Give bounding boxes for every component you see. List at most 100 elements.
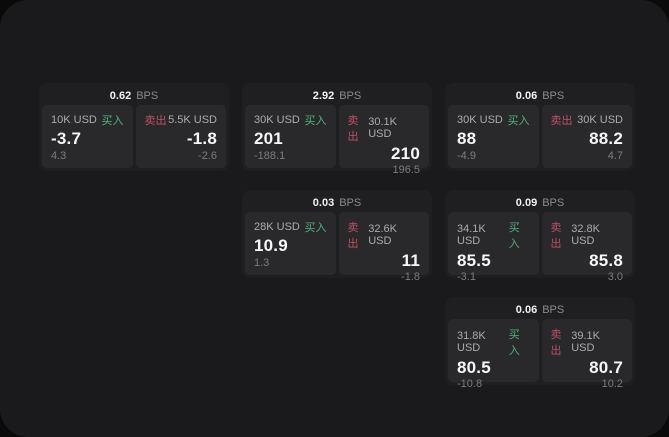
sell-tile-header: 卖出 32.6K USD	[348, 219, 421, 251]
sell-price-value: 210	[391, 144, 420, 163]
sell-notional-label: 5.5K USD	[168, 114, 217, 126]
buy-delta-value: 4.3	[51, 150, 67, 162]
bps-value: 0.09	[515, 196, 538, 209]
buy-price-value: -3.7	[51, 129, 82, 148]
buy-delta-value: -10.8	[457, 378, 483, 390]
buy-tile[interactable]: 30K USD 买入 201 -188.1	[245, 105, 336, 168]
buy-tile-header: 30K USD 买入	[254, 112, 327, 128]
quote-card: 2.92 BPS 30K USD 买入 201 -188.1 卖出 30.1K …	[242, 83, 432, 176]
sell-tile[interactable]: 卖出 32.8K USD 85.8 3.0	[541, 212, 632, 283]
sell-delta-value: 3.0	[607, 271, 623, 283]
sell-side-label: 卖出	[550, 222, 562, 250]
buy-notional-label: 30K USD	[457, 114, 503, 126]
bps-unit-label: BPS	[339, 89, 362, 102]
sell-side-label: 卖出	[144, 115, 167, 127]
buy-side-label: 买入	[507, 115, 530, 127]
buy-tile[interactable]: 10K USD 买入 -3.7 4.3	[42, 105, 133, 168]
sell-tile-header: 卖出 32.8K USD	[551, 219, 624, 251]
sell-tile[interactable]: 卖出 30K USD 88.2 4.7	[541, 105, 632, 168]
buy-price-value: 88	[457, 129, 477, 148]
buy-side-label: 买入	[508, 329, 520, 357]
sell-price-value: 88.2	[589, 129, 623, 148]
buy-tile[interactable]: 34.1K USD 买入 85.5 -3.1	[448, 212, 539, 283]
buy-price-value: 10.9	[254, 236, 288, 255]
sell-tile[interactable]: 卖出 32.6K USD 11 -1.8	[338, 212, 429, 283]
sell-tile[interactable]: 卖出 39.1K USD 80.7 10.2	[541, 319, 632, 390]
bps-unit-label: BPS	[542, 89, 565, 102]
buy-side-label: 买入	[508, 222, 520, 250]
bps-value: 0.62	[109, 89, 132, 102]
sell-notional-label: 39.1K USD	[571, 330, 600, 354]
quote-tiles: 34.1K USD 买入 85.5 -3.1 卖出 32.8K USD 85.8…	[448, 212, 632, 283]
card-bps-header: 0.06 BPS	[448, 300, 632, 319]
quote-tiles: 31.8K USD 买入 80.5 -10.8 卖出 39.1K USD 80.…	[448, 319, 632, 390]
quote-tiles: 30K USD 买入 201 -188.1 卖出 30.1K USD 210 1…	[245, 105, 429, 176]
sell-price-value: 80.7	[589, 358, 623, 377]
sell-notional-label: 32.6K USD	[368, 223, 397, 247]
sell-side-label: 卖出	[550, 329, 562, 357]
buy-tile[interactable]: 30K USD 买入 88 -4.9	[448, 105, 539, 168]
buy-notional-label: 30K USD	[254, 114, 300, 126]
sell-delta-value: -2.6	[198, 150, 217, 162]
quote-card: 0.03 BPS 28K USD 买入 10.9 1.3 卖出 32.6K US…	[242, 190, 432, 283]
sell-tile-header: 卖出 30K USD	[551, 112, 624, 128]
buy-price-value: 80.5	[457, 358, 491, 377]
sell-delta-value: -1.8	[401, 271, 420, 283]
buy-delta-value: -4.9	[457, 150, 476, 162]
sell-side-label: 卖出	[550, 115, 573, 127]
quote-card: 0.62 BPS 10K USD 买入 -3.7 4.3 卖出 5.5K USD…	[39, 83, 229, 171]
sell-delta-value: 196.5	[392, 164, 420, 176]
quote-tiles: 10K USD 买入 -3.7 4.3 卖出 5.5K USD -1.8 -2.…	[42, 105, 226, 168]
buy-notional-label: 10K USD	[51, 114, 97, 126]
bps-value: 0.06	[515, 89, 538, 102]
quote-card: 0.06 BPS 31.8K USD 买入 80.5 -10.8 卖出 39.1…	[445, 297, 635, 390]
sell-notional-label: 30.1K USD	[368, 116, 397, 140]
buy-tile-header: 30K USD 买入	[457, 112, 530, 128]
bps-unit-label: BPS	[542, 303, 565, 316]
buy-tile-header: 28K USD 买入	[254, 219, 327, 235]
card-bps-header: 0.62 BPS	[42, 86, 226, 105]
buy-notional-label: 34.1K USD	[457, 223, 486, 247]
card-bps-header: 0.03 BPS	[245, 193, 429, 212]
bps-value: 2.92	[312, 89, 335, 102]
sell-notional-label: 32.8K USD	[571, 223, 600, 247]
buy-tile-header: 10K USD 买入	[51, 112, 124, 128]
card-bps-header: 0.06 BPS	[448, 86, 632, 105]
sell-tile[interactable]: 卖出 30.1K USD 210 196.5	[338, 105, 429, 176]
sell-tile-header: 卖出 5.5K USD	[145, 112, 218, 128]
quote-tiles: 30K USD 买入 88 -4.9 卖出 30K USD 88.2 4.7	[448, 105, 632, 168]
card-bps-header: 0.09 BPS	[448, 193, 632, 212]
sell-tile-header: 卖出 39.1K USD	[551, 326, 624, 358]
buy-price-value: 85.5	[457, 251, 491, 270]
buy-delta-value: -3.1	[457, 271, 476, 283]
card-bps-header: 2.92 BPS	[245, 86, 429, 105]
sell-tile[interactable]: 卖出 5.5K USD -1.8 -2.6	[135, 105, 226, 168]
sell-price-value: -1.8	[186, 129, 217, 148]
buy-side-label: 买入	[304, 115, 327, 127]
bps-unit-label: BPS	[542, 196, 565, 209]
bps-value: 0.06	[515, 303, 538, 316]
sell-price-value: 85.8	[589, 251, 623, 270]
buy-tile-header: 31.8K USD 买入	[457, 326, 530, 358]
sell-delta-value: 10.2	[601, 378, 623, 390]
buy-tile[interactable]: 31.8K USD 买入 80.5 -10.8	[448, 319, 539, 390]
buy-tile[interactable]: 28K USD 买入 10.9 1.3	[245, 212, 336, 275]
buy-side-label: 买入	[101, 115, 124, 127]
buy-tile-header: 34.1K USD 买入	[457, 219, 530, 251]
bps-value: 0.03	[312, 196, 335, 209]
buy-delta-value: 1.3	[254, 257, 270, 269]
buy-notional-label: 31.8K USD	[457, 330, 486, 354]
sell-notional-label: 30K USD	[577, 114, 623, 126]
quote-tiles: 28K USD 买入 10.9 1.3 卖出 32.6K USD 11 -1.8	[245, 212, 429, 283]
sell-side-label: 卖出	[347, 222, 359, 250]
buy-side-label: 买入	[304, 222, 327, 234]
sell-side-label: 卖出	[347, 115, 359, 143]
quote-card: 0.06 BPS 30K USD 买入 88 -4.9 卖出 30K USD 8…	[445, 83, 635, 171]
bps-unit-label: BPS	[339, 196, 362, 209]
cards-grid: 0.62 BPS 10K USD 买入 -3.7 4.3 卖出 5.5K USD…	[39, 83, 635, 390]
sell-delta-value: 4.7	[607, 150, 623, 162]
buy-delta-value: -188.1	[254, 150, 286, 162]
quote-card: 0.09 BPS 34.1K USD 买入 85.5 -3.1 卖出 32.8K…	[445, 190, 635, 283]
bps-unit-label: BPS	[136, 89, 159, 102]
